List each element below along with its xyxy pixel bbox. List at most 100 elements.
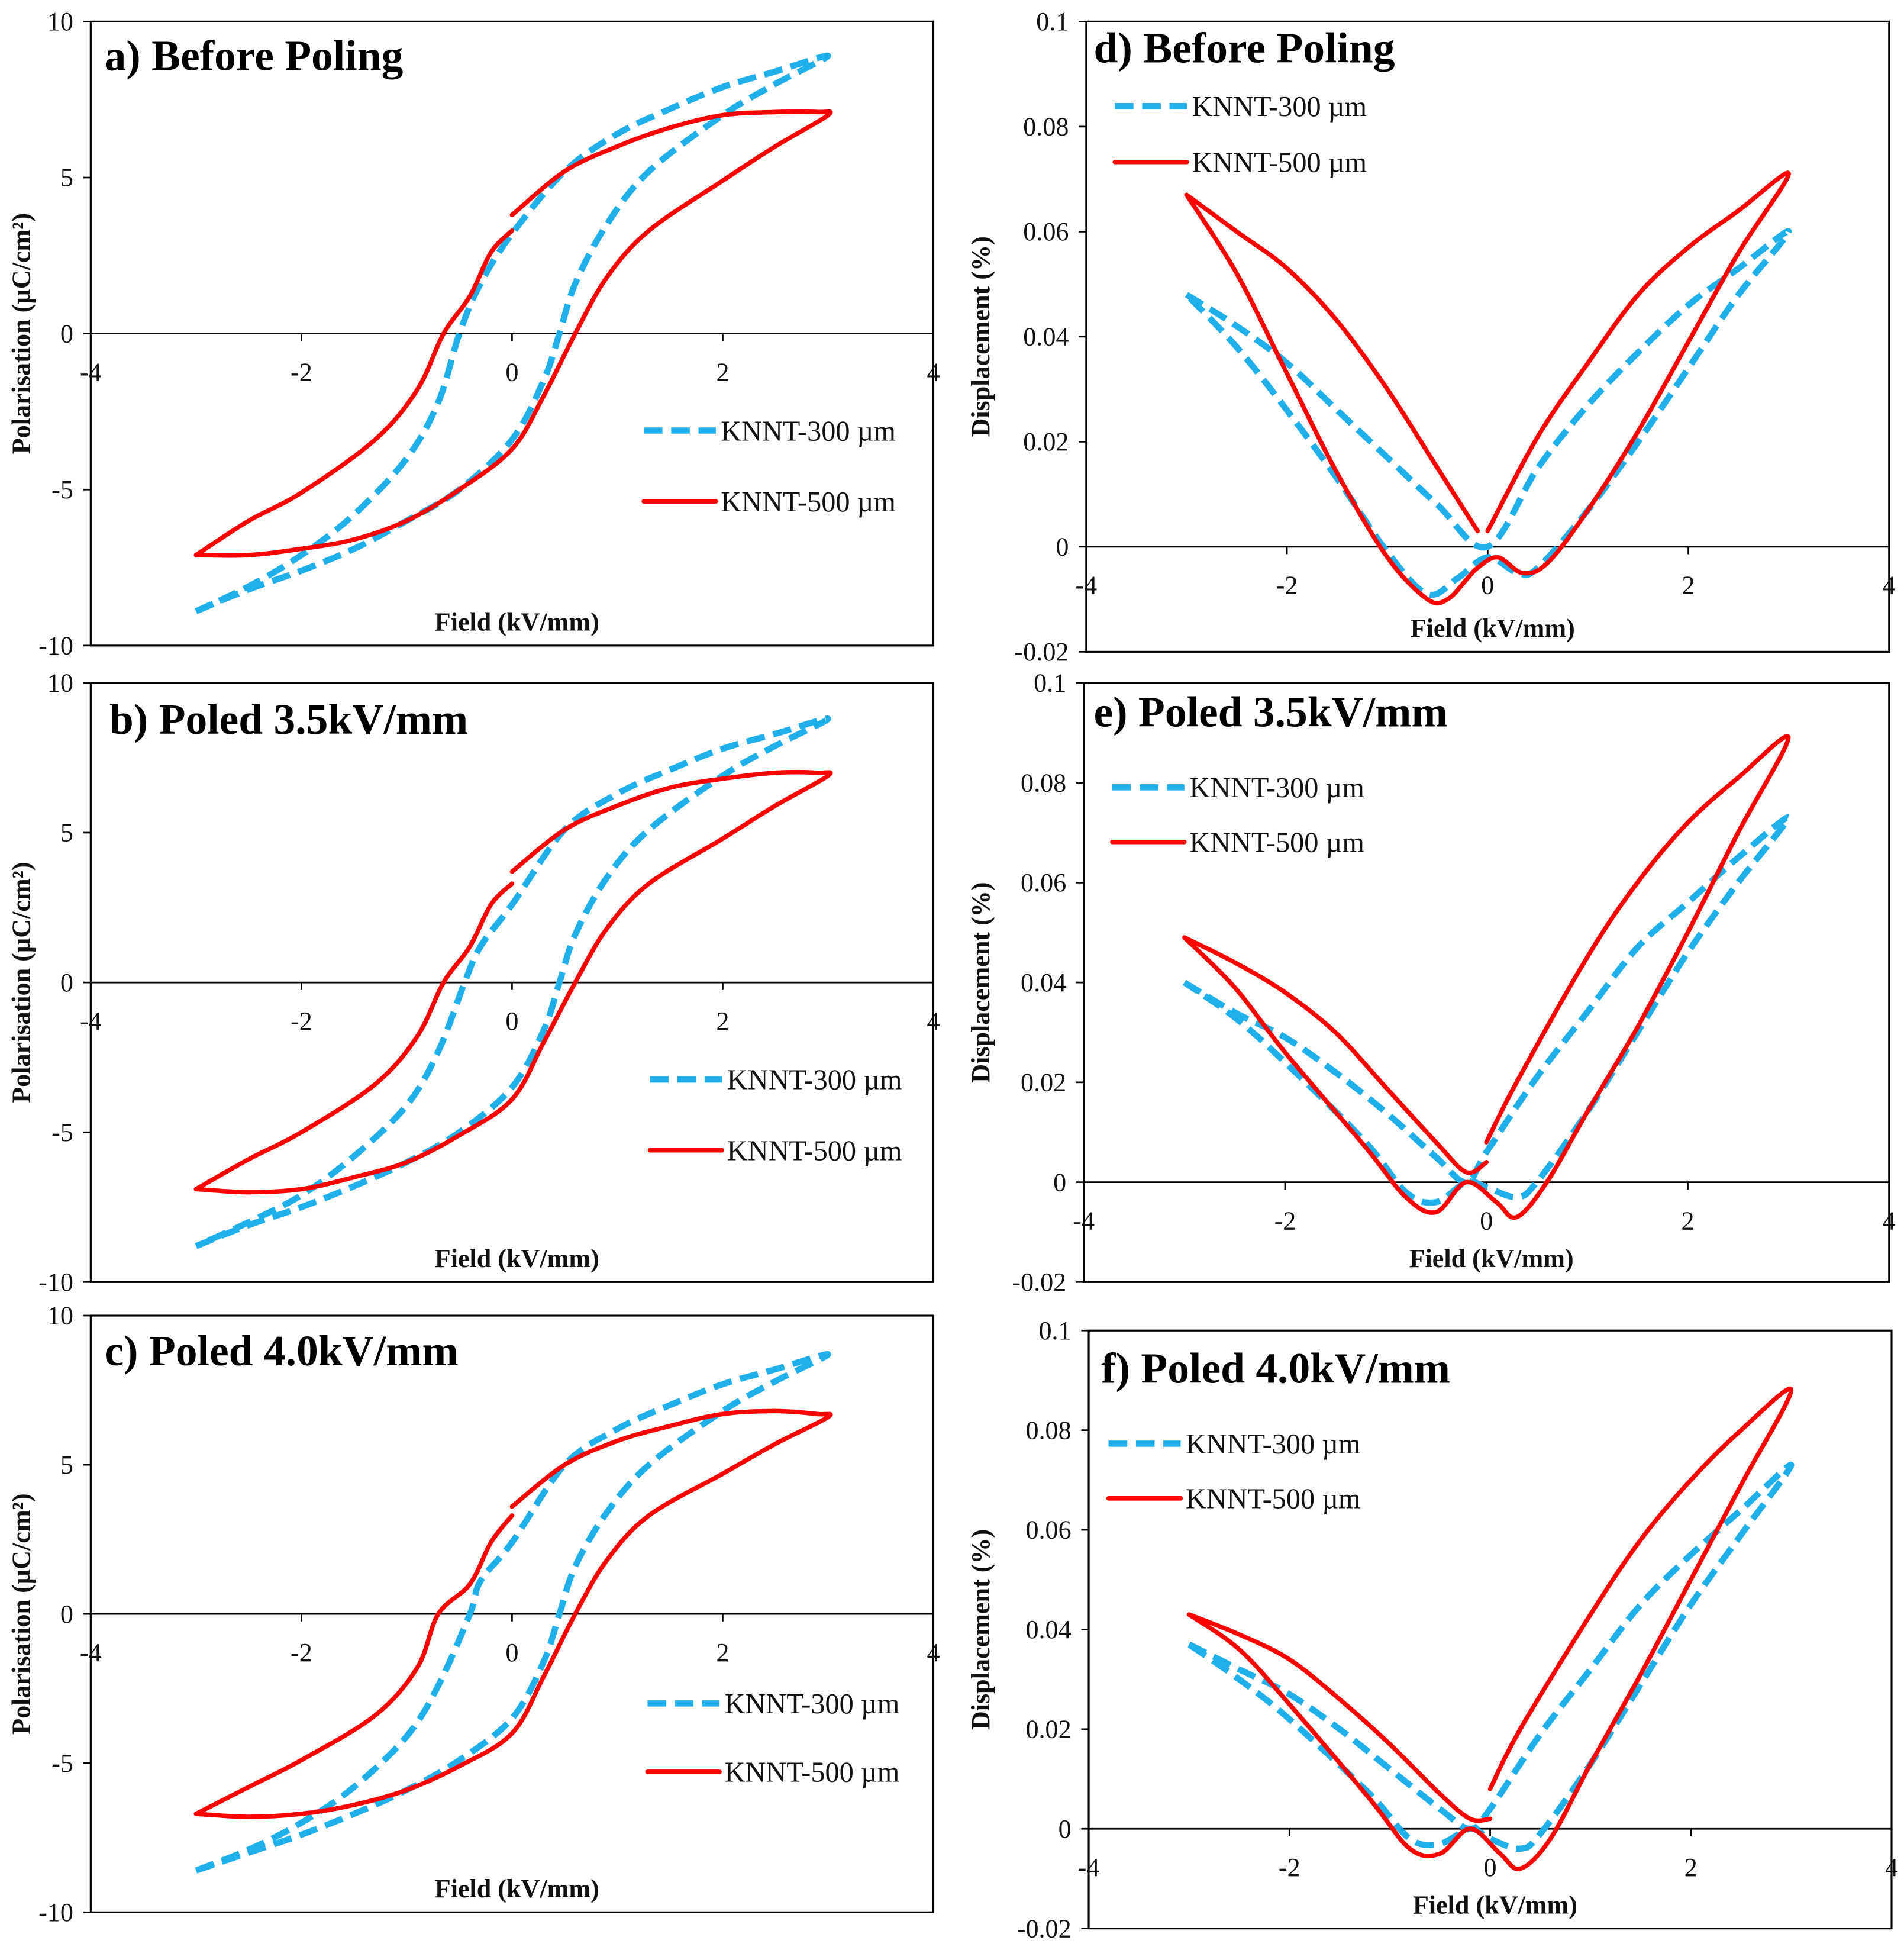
legend-label: KNNT-500 µm xyxy=(721,486,896,518)
y-tick-label: 0.02 xyxy=(1021,1068,1066,1097)
y-tick-label: 0 xyxy=(60,968,73,997)
x-axis-label: Field (kV/mm) xyxy=(435,1874,599,1903)
y-tick-label: 10 xyxy=(47,669,73,698)
x-tick-label: -2 xyxy=(291,1638,312,1667)
legend-label: KNNT-300 µm xyxy=(1186,1429,1361,1460)
x-tick-label: 4 xyxy=(1883,1206,1896,1235)
legend: KNNT-300 µm KNNT-500 µm xyxy=(1112,91,1367,179)
series-line-segment xyxy=(1182,935,1489,1175)
y-axis-label: Polarisation (µC/cm²) xyxy=(7,862,36,1103)
series-line-segment xyxy=(193,769,833,1195)
series-line-segment xyxy=(1184,228,1792,598)
y-tick-label: 0.1 xyxy=(1036,7,1069,36)
y-tick-label: 10 xyxy=(47,1301,73,1330)
x-tick-label: -2 xyxy=(291,1007,312,1036)
x-tick-label: 4 xyxy=(927,1007,940,1036)
x-tick-label: -4 xyxy=(1073,1206,1095,1235)
x-tick-label: -4 xyxy=(80,1007,102,1036)
x-tick-label: 0 xyxy=(1483,1853,1496,1882)
y-tick-label: -5 xyxy=(51,1118,73,1147)
x-tick-label: -4 xyxy=(1078,1853,1100,1882)
x-tick-label: -2 xyxy=(1279,1853,1300,1882)
x-axis-label: Field (kV/mm) xyxy=(1411,614,1575,643)
y-tick-label: 0.1 xyxy=(1034,669,1066,698)
x-tick-label: 4 xyxy=(1885,1853,1898,1882)
x-tick-label: 2 xyxy=(716,1007,729,1036)
x-tick-label: 2 xyxy=(1684,1853,1698,1882)
legend-label: KNNT-500 µm xyxy=(725,1757,900,1788)
x-axis-label: Field (kV/mm) xyxy=(1409,1244,1574,1273)
legend: KNNT-300 µm KNNT-500 µm xyxy=(647,1065,902,1166)
x-tick-label: -4 xyxy=(80,357,102,386)
y-axis-label: Polarisation (µC/cm²) xyxy=(7,1493,36,1734)
y-tick-label: 0.08 xyxy=(1025,1416,1071,1445)
legend-label: KNNT-300 µm xyxy=(727,1065,902,1096)
legend-label: KNNT-500 µm xyxy=(1186,1484,1361,1515)
legend-label: KNNT-500 µm xyxy=(1192,147,1367,179)
legend: KNNT-300 µm KNNT-500 µm xyxy=(1106,1429,1361,1515)
series-knnt-500 xyxy=(193,109,833,558)
series-knnt-300 xyxy=(195,1351,831,1874)
panel-title: d) Before Poling xyxy=(1093,24,1395,72)
legend: KNNT-300 µm KNNT-500 µm xyxy=(641,415,896,518)
series-knnt-500 xyxy=(193,769,833,1195)
x-tick-label: 0 xyxy=(1480,1206,1493,1235)
y-tick-label: 5 xyxy=(60,163,73,192)
series-line-segment xyxy=(193,228,515,557)
legend: KNNT-300 µm KNNT-500 µm xyxy=(645,1688,900,1788)
x-tick-label: -2 xyxy=(1274,1206,1296,1235)
y-tick-label: 0.06 xyxy=(1023,217,1069,246)
y-tick-label: 0 xyxy=(1053,1168,1066,1197)
chart-panel-d: -0.02 0 0.02 0.04 0.06 0.08 0.1 -4 -2 0 2 4 Field (k… xyxy=(966,7,1896,666)
y-tick-label: 0.04 xyxy=(1025,1615,1071,1644)
y-axis-label: Displacement (%) xyxy=(966,236,995,437)
x-axis-label: Field (kV/mm) xyxy=(435,1244,599,1273)
series-line-segment xyxy=(1184,192,1480,534)
y-tick-label: 5 xyxy=(60,818,73,847)
x-tick-label: -2 xyxy=(291,357,312,386)
legend-label: KNNT-500 µm xyxy=(727,1135,902,1166)
legend-label: KNNT-500 µm xyxy=(1189,827,1364,859)
x-tick-label: 2 xyxy=(716,1638,729,1667)
series-line-segment xyxy=(195,715,831,1249)
x-tick-label: -4 xyxy=(1075,571,1097,600)
series-line-segment xyxy=(193,109,833,558)
panel-title: b) Poled 3.5kV/mm xyxy=(109,695,468,743)
series-line-segment xyxy=(1187,1461,1795,1852)
series-line-segment xyxy=(1182,734,1791,1220)
y-tick-label: 0.08 xyxy=(1023,112,1069,141)
y-tick-label: 0.02 xyxy=(1023,427,1069,456)
x-tick-label: 0 xyxy=(505,1007,518,1036)
y-tick-label: -0.02 xyxy=(1015,637,1069,666)
x-axis-label: Field (kV/mm) xyxy=(435,608,599,637)
x-tick-label: 2 xyxy=(1682,571,1695,600)
series-line-segment xyxy=(195,1351,831,1874)
y-axis-label: Displacement (%) xyxy=(966,1529,995,1730)
series-line-segment xyxy=(1184,170,1791,606)
series-line-segment xyxy=(1182,814,1792,1206)
x-tick-label: 2 xyxy=(716,357,729,386)
y-tick-label: -10 xyxy=(38,1268,73,1297)
series-knnt-300 xyxy=(1184,228,1792,598)
chart-panel-a: -10 -5 0 5 10 -4 -2 0 2 4 Field (kV/mm) Polarisatio… xyxy=(7,7,940,660)
series-knnt-500 xyxy=(1182,734,1791,1220)
y-tick-label: 0 xyxy=(60,319,73,348)
legend-label: KNNT-300 µm xyxy=(1189,772,1364,804)
y-tick-label: 0.06 xyxy=(1025,1516,1071,1545)
y-tick-label: 5 xyxy=(60,1451,73,1480)
y-tick-label: 0.08 xyxy=(1021,768,1066,797)
y-tick-label: 0.04 xyxy=(1021,968,1066,997)
x-tick-label: -4 xyxy=(80,1638,102,1667)
x-tick-label: 0 xyxy=(505,357,518,386)
x-tick-label: 0 xyxy=(505,1638,518,1667)
y-tick-label: -0.02 xyxy=(1017,1914,1072,1943)
x-tick-label: 4 xyxy=(1883,571,1896,600)
x-axis-label: Field (kV/mm) xyxy=(1413,1890,1577,1919)
chart-panel-c: -10 -5 0 5 10 -4 -2 0 2 4 Field (kV/mm) Polarisatio… xyxy=(7,1301,940,1927)
y-axis-label: Displacement (%) xyxy=(966,882,995,1082)
y-tick-label: -10 xyxy=(38,1898,73,1927)
series-knnt-500 xyxy=(193,1408,833,1819)
panel-title: a) Before Poling xyxy=(104,31,403,79)
y-tick-label: -10 xyxy=(38,631,73,660)
